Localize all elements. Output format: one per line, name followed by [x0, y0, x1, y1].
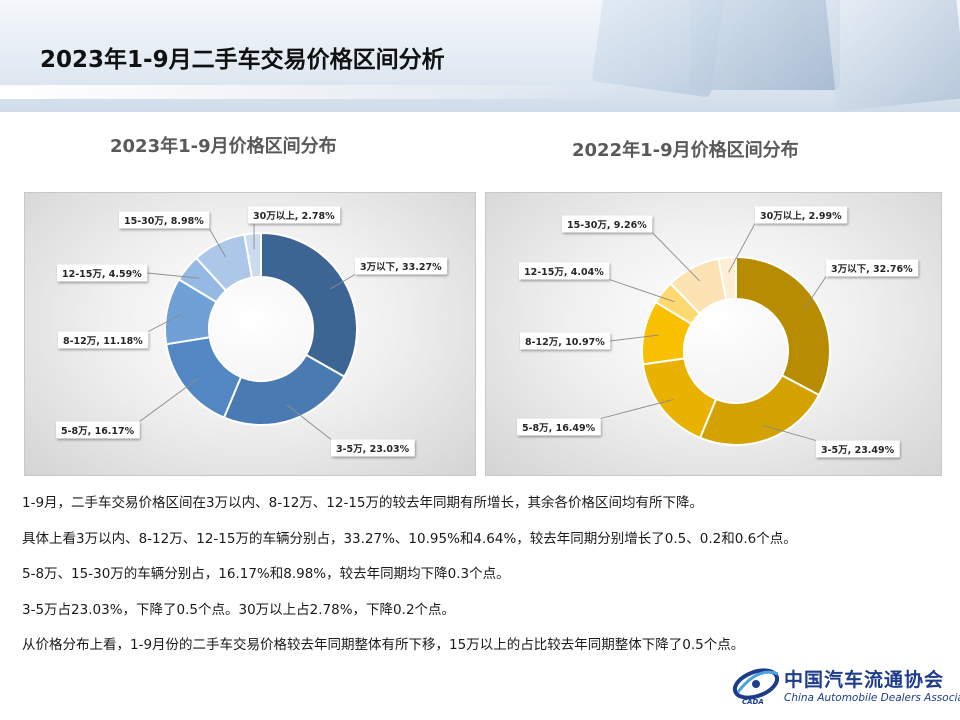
- analysis-paragraph: 3-5万占23.03%，下降了0.5个点。30万以上占2.78%，下降0.2个点…: [22, 601, 456, 618]
- data-label-box: [119, 211, 210, 229]
- data-label-box: [248, 206, 341, 224]
- analysis-paragraph: 1-9月，二手车交易价格区间在3万以内、8-12万、12-15万的较去年同期有所…: [22, 495, 704, 511]
- data-label-box: [56, 421, 140, 439]
- data-label: 3万以下, 32.76%: [831, 264, 913, 275]
- leader-line: [600, 399, 674, 419]
- data-label: 3万以下, 33.27%: [360, 262, 442, 273]
- leader-line: [762, 424, 817, 441]
- data-label: 8-12万, 11.18%: [63, 336, 143, 347]
- analysis-text: 1-9月，二手车交易价格区间在3万以内、8-12万、12-15万的较去年同期有所…: [22, 495, 932, 673]
- data-label-box: [520, 332, 611, 350]
- data-label: 12-15万, 4.59%: [62, 269, 142, 280]
- donut-slice-5-8万: [165, 336, 243, 419]
- header-divider: [0, 85, 620, 99]
- header-banner: 2023年1-9月二手车交易价格区间分析: [0, 0, 960, 112]
- data-label: 12-15万, 4.04%: [524, 267, 604, 278]
- decorative-cube: [690, 0, 840, 90]
- leader-line: [610, 334, 659, 342]
- donut-svg: 3万以下, 32.76% 3-5万, 23.49% 5-8万, 16.49% 8-12…: [517, 206, 919, 458]
- decorative-cube: [823, 0, 960, 112]
- leader-line: [803, 276, 827, 311]
- data-label-box: [57, 264, 148, 282]
- data-label-box: [58, 331, 149, 349]
- data-label-box: [331, 439, 415, 457]
- data-label: 15-30万, 8.98%: [124, 216, 204, 227]
- data-label-box: [355, 257, 448, 275]
- chart-title-2023: 2023年1-9月价格区间分布: [110, 136, 337, 157]
- data-label-box: [816, 440, 900, 458]
- donut-slice-5-8万: [641, 357, 718, 440]
- donut-slice-30万以上: [717, 255, 737, 302]
- leader-line: [208, 228, 227, 258]
- donut-svg: 3万以下, 33.27% 3-5万, 23.03% 5-8万, 16.17% 8-12…: [56, 206, 448, 457]
- leader-line: [329, 274, 356, 290]
- leader-line: [609, 279, 675, 303]
- data-label-box: [826, 259, 919, 277]
- donut-slice-3万以下: [260, 231, 358, 379]
- cada-logo-icon: [732, 668, 780, 700]
- analysis-paragraph: 具体上看3万以内、8-12万、12-15万的车辆分别占，33.27%、10.95…: [22, 530, 797, 547]
- donut-slice-3-5万: [698, 374, 821, 446]
- logo-abbr: CADA: [742, 698, 764, 706]
- donut-slice-3万以下: [735, 255, 831, 397]
- data-label: 8-12万, 10.97%: [525, 337, 605, 348]
- leader-line: [148, 313, 183, 332]
- chart-title-2022: 2022年1-9月价格区间分布: [572, 140, 799, 161]
- data-label: 3-5万, 23.03%: [336, 444, 410, 455]
- logo-name-en: China Automobile Dealers Association: [784, 692, 960, 704]
- analysis-paragraph: 5-8万、15-30万的车辆分别占，16.17%和8.98%，较去年同期均下降0…: [22, 566, 510, 582]
- page-title: 2023年1-9月二手车交易价格区间分析: [40, 47, 445, 73]
- data-label-box: [755, 206, 848, 224]
- leader-line: [286, 404, 332, 440]
- cada-logo: CADA 中国汽车流通协会 China Automobile Dealers A…: [728, 662, 960, 712]
- analysis-paragraph: 从价格分布上看，1-9月份的二手车交易价格较去年同期整体有所下移，15万以上的占…: [22, 637, 745, 653]
- donut-slice-3-5万: [222, 353, 346, 426]
- donut-chart-2023: 3万以下, 33.27% 3-5万, 23.03% 5-8万, 16.17% 8-12…: [24, 192, 476, 476]
- data-label: 3-5万, 23.49%: [821, 445, 895, 456]
- data-label: 30万以上, 2.99%: [760, 210, 842, 222]
- donut-slice-30万以上: [243, 231, 262, 279]
- logo-name-cn: 中国汽车流通协会: [784, 669, 945, 691]
- donut-chart-2022: 3万以下, 32.76% 3-5万, 23.49% 5-8万, 16.49% 8-12…: [485, 192, 942, 476]
- leader-line: [728, 223, 756, 273]
- leader-line: [139, 378, 199, 422]
- data-label-box: [519, 262, 610, 280]
- data-label: 5-8万, 16.49%: [522, 423, 596, 434]
- data-label: 30万以上, 2.78%: [253, 210, 335, 222]
- leader-line: [147, 272, 200, 279]
- data-label: 5-8万, 16.17%: [61, 426, 135, 437]
- data-label-box: [562, 215, 653, 233]
- data-label-box: [517, 418, 601, 436]
- leader-line: [651, 232, 700, 282]
- data-label: 15-30万, 9.26%: [567, 220, 647, 231]
